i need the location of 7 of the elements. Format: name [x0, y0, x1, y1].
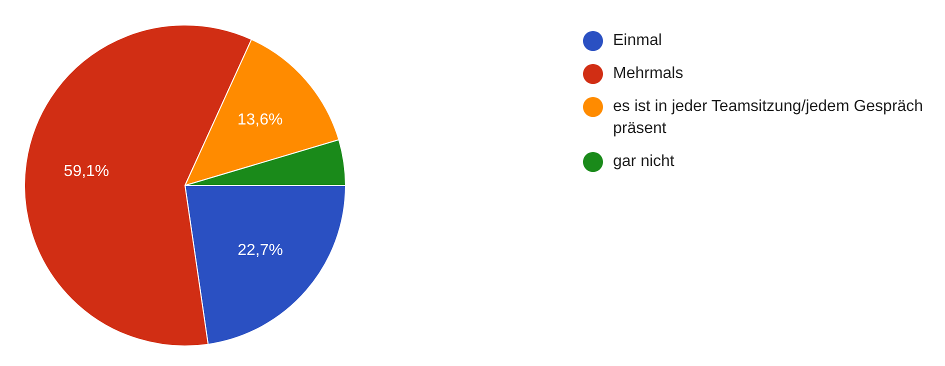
data-label: 13,6% — [237, 112, 283, 129]
legend-label: Einmal — [613, 31, 662, 51]
legend-label: es ist in jeder Teamsitzung/jedem Gespräch präsent — [613, 97, 924, 139]
data-label: 59,1% — [64, 162, 110, 180]
legend-label: Mehrmals — [613, 64, 684, 84]
legend-label: gar nicht — [613, 152, 674, 172]
data-label: 22,7% — [238, 242, 283, 260]
